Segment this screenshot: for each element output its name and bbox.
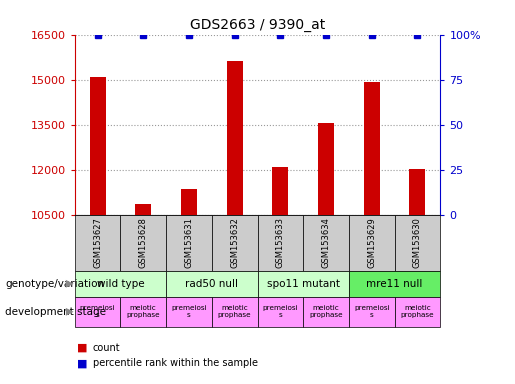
Bar	[75, 271, 166, 297]
Bar	[212, 297, 258, 327]
Text: development stage: development stage	[5, 307, 106, 317]
Bar	[394, 215, 440, 271]
Bar	[349, 271, 440, 297]
Bar	[394, 297, 440, 327]
Bar	[166, 297, 212, 327]
Text: meiotic
prophase: meiotic prophase	[309, 305, 343, 318]
Bar	[90, 77, 106, 215]
Text: GSM153628: GSM153628	[139, 217, 148, 268]
Text: percentile rank within the sample: percentile rank within the sample	[93, 358, 258, 368]
Text: premeiosi
s: premeiosi s	[263, 305, 298, 318]
Bar	[227, 61, 243, 215]
Text: GSM153631: GSM153631	[184, 217, 194, 268]
Bar	[75, 215, 121, 271]
Bar	[121, 215, 166, 271]
Text: wild type: wild type	[97, 279, 144, 289]
Text: premeiosi
s: premeiosi s	[171, 305, 207, 318]
Bar	[409, 169, 425, 215]
Bar	[258, 297, 303, 327]
Bar	[349, 297, 394, 327]
Bar	[135, 204, 151, 215]
Text: ■: ■	[77, 358, 88, 368]
Bar	[258, 271, 349, 297]
Bar	[303, 215, 349, 271]
Text: ■: ■	[77, 343, 88, 353]
Text: count: count	[93, 343, 121, 353]
Text: GSM153629: GSM153629	[367, 217, 376, 268]
Bar	[121, 297, 166, 327]
Title: GDS2663 / 9390_at: GDS2663 / 9390_at	[190, 18, 325, 32]
Bar	[303, 297, 349, 327]
Bar	[364, 82, 380, 215]
Text: meiotic
prophase: meiotic prophase	[401, 305, 434, 318]
Text: GSM153634: GSM153634	[321, 217, 331, 268]
Bar	[75, 297, 121, 327]
Bar	[181, 189, 197, 215]
Text: premeiosi
s: premeiosi s	[80, 305, 115, 318]
Text: GSM153633: GSM153633	[276, 217, 285, 268]
Bar	[318, 123, 334, 215]
Text: premeiosi
s: premeiosi s	[354, 305, 389, 318]
Bar	[166, 271, 258, 297]
Text: GSM153630: GSM153630	[413, 217, 422, 268]
Text: GSM153632: GSM153632	[230, 217, 239, 268]
Bar	[212, 215, 258, 271]
Text: genotype/variation: genotype/variation	[5, 279, 104, 289]
Text: spo11 mutant: spo11 mutant	[267, 279, 340, 289]
Text: rad50 null: rad50 null	[185, 279, 238, 289]
Text: meiotic
prophase: meiotic prophase	[218, 305, 251, 318]
Text: mre11 null: mre11 null	[367, 279, 423, 289]
Text: meiotic
prophase: meiotic prophase	[126, 305, 160, 318]
Bar	[272, 167, 288, 215]
Text: GSM153627: GSM153627	[93, 217, 102, 268]
Bar	[349, 215, 394, 271]
Bar	[258, 215, 303, 271]
Bar	[166, 215, 212, 271]
